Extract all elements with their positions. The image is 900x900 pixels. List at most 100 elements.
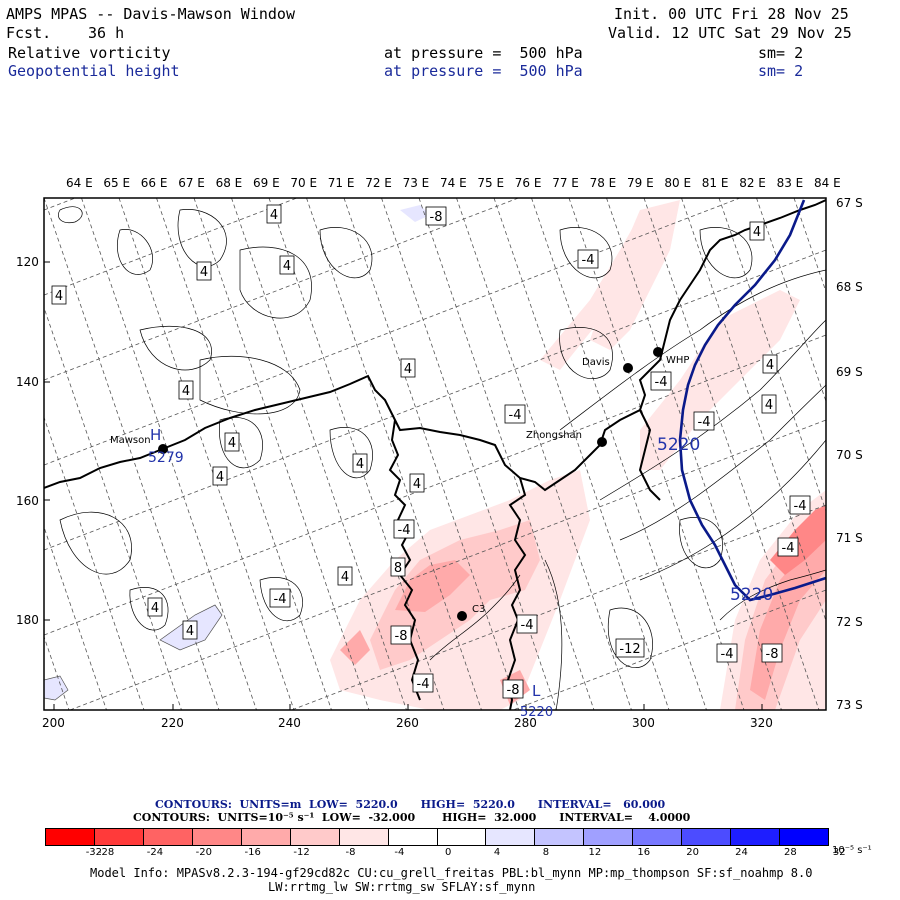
- svg-text:4: 4: [413, 477, 421, 492]
- longitude-label: 67 E: [178, 176, 205, 190]
- contour-label: 4: [762, 354, 778, 374]
- station-label-zhongshan: Zhongshan: [526, 430, 582, 441]
- meridian-line: [606, 198, 782, 710]
- contour-label: 4: [224, 432, 240, 452]
- contour-label: -8: [390, 625, 412, 645]
- svg-text:-4: -4: [721, 647, 734, 662]
- svg-text:-4: -4: [521, 618, 534, 633]
- longitude-label: 66 E: [140, 176, 168, 190]
- color-bar-segment: [143, 829, 193, 845]
- longitude-label: 64 E: [66, 176, 93, 190]
- color-bar-segment: [584, 829, 634, 845]
- meridian-line: [0, 198, 32, 710]
- station-marker-whp: [653, 347, 663, 357]
- field2-name: Geopotential height: [8, 62, 180, 80]
- init-time: Init. 00 UTC Fri 28 Nov 25: [614, 5, 849, 23]
- grid-x-label: 240: [278, 716, 301, 730]
- meridian-line: [44, 635, 70, 710]
- longitude-label: 72 E: [365, 176, 392, 190]
- contour-label: 4: [749, 221, 765, 241]
- low-marker: L: [532, 682, 541, 700]
- grid-y-label: 160: [16, 494, 39, 508]
- field1-name: Relative vorticity: [8, 44, 171, 62]
- map-title: AMPS MPAS -- Davis-Mawson Window: [6, 5, 295, 23]
- longitude-label: 71 E: [327, 176, 355, 190]
- svg-text:-8: -8: [766, 647, 779, 662]
- svg-text:4: 4: [404, 362, 412, 377]
- contour-label: 4: [196, 261, 212, 281]
- color-bar-tick: -32: [85, 847, 103, 858]
- longitude-label: 74 E: [440, 176, 467, 190]
- longitude-label: 79 E: [627, 176, 654, 190]
- color-bar-segment: [241, 829, 291, 845]
- model-info-line2: LW:rrtmg_lw SW:rrtmg_sw SFLAY:sf_mynn: [268, 880, 536, 894]
- grid-x-label: 200: [42, 716, 65, 730]
- contour-label: -12: [615, 638, 645, 658]
- meridian-line: [643, 198, 820, 710]
- svg-text:4: 4: [228, 436, 236, 451]
- longitude-label: 81 E: [701, 176, 729, 190]
- contour-label: 4: [409, 473, 425, 493]
- svg-text:4: 4: [356, 457, 364, 472]
- color-bar-segment: [46, 829, 95, 845]
- valid-time: Valid. 12 UTC Sat 29 Nov 25: [608, 24, 852, 42]
- forecast-hour: 36 h: [88, 24, 125, 42]
- contour-label: 4: [761, 394, 777, 414]
- meridian-line: [531, 198, 707, 710]
- color-bar-segment: [535, 829, 585, 845]
- color-bar-segment: [192, 829, 242, 845]
- color-bar-segment: [682, 829, 732, 845]
- meridian-line: [869, 198, 900, 710]
- svg-text:4: 4: [182, 384, 190, 399]
- geopotential-contours: [678, 199, 826, 602]
- svg-text:-4: -4: [794, 499, 807, 514]
- contour-label: 4: [337, 566, 353, 586]
- color-bar-segment: [633, 829, 683, 845]
- parallel-line: [44, 198, 520, 381]
- svg-text:-4: -4: [398, 523, 411, 538]
- svg-text:-8: -8: [395, 629, 408, 644]
- svg-text:-4: -4: [509, 408, 522, 423]
- color-bar-tick: 4: [493, 847, 501, 858]
- vorticity-contours: [58, 206, 826, 710]
- longitude-label: 73 E: [402, 176, 430, 190]
- field1-smoothing: sm= 2: [758, 44, 804, 62]
- svg-text:4: 4: [55, 289, 63, 304]
- color-bar-tick: -20: [195, 847, 213, 858]
- longitude-label: 75 E: [477, 176, 505, 190]
- contour-label: -4: [412, 673, 434, 693]
- meridian-line: [193, 198, 370, 710]
- longitude-label: 77 E: [552, 176, 579, 190]
- svg-text:-12: -12: [619, 642, 640, 657]
- low-value: 5220: [520, 705, 553, 720]
- station-markers: [158, 347, 663, 621]
- meridian-line: [44, 306, 182, 710]
- svg-text:-4: -4: [782, 541, 795, 556]
- color-bar-tick: -4: [394, 847, 405, 858]
- latitude-label: 68 S: [836, 280, 863, 294]
- color-bar-tick: -8: [345, 847, 356, 858]
- grid-y-label: 140: [16, 375, 39, 389]
- height-label-5220-a: 5220: [657, 435, 700, 455]
- svg-text:4: 4: [765, 398, 773, 413]
- model-info-line1: Model Info: MPASv8.2.3-194-gf29cd82c CU:…: [90, 866, 813, 880]
- color-bar-tick: 8: [542, 847, 550, 858]
- color-bar-segment: [388, 829, 438, 845]
- longitude-label: 82 E: [739, 176, 766, 190]
- vorticity-contour-info: CONTOURS: UNITS=10⁻⁵ s⁻¹ LOW= -32.000 HI…: [133, 811, 691, 824]
- station-label-mawson: Mawson: [110, 435, 151, 446]
- contour-label: -8: [502, 679, 524, 699]
- color-bar-segment: [731, 829, 781, 845]
- axis-ticks: [44, 261, 763, 710]
- latitude-label: 67 S: [836, 196, 863, 210]
- svg-text:4: 4: [151, 601, 159, 616]
- meridian-line: [156, 198, 332, 710]
- color-bar-tick: -16: [244, 847, 261, 858]
- color-bar-segment: [94, 829, 144, 845]
- svg-text:4: 4: [766, 358, 774, 373]
- station-marker-davis: [623, 363, 633, 373]
- height-label-5220-b: 5220: [730, 585, 773, 605]
- contour-label: 4: [178, 380, 194, 400]
- grid-x-label: 320: [750, 716, 773, 730]
